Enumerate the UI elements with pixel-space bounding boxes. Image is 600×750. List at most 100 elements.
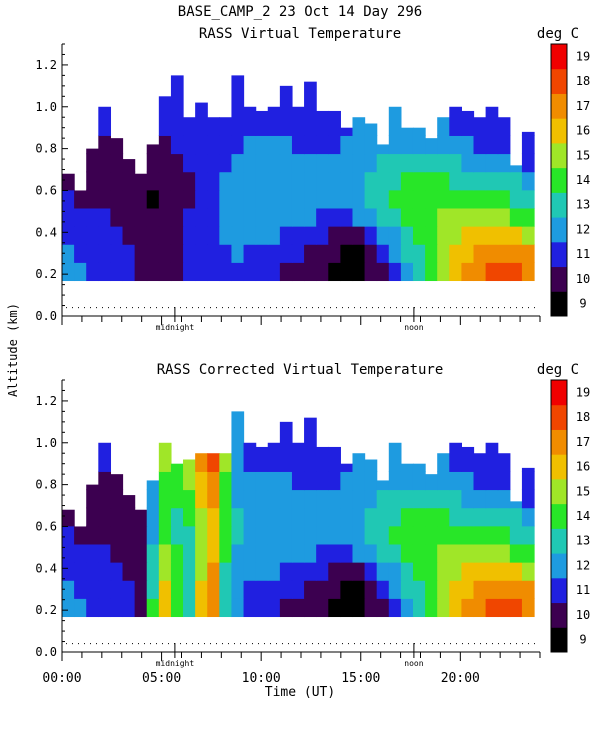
heatmap-cell — [425, 580, 438, 599]
heatmap-cell — [437, 507, 450, 527]
heatmap-cell — [485, 471, 499, 491]
heatmap-cell — [388, 489, 402, 509]
heatmap-cell — [267, 189, 281, 209]
heatmap-cell — [170, 489, 184, 509]
panel-title: RASS Virtual Temperature — [199, 26, 401, 42]
heatmap-cell — [183, 525, 196, 545]
colorbar-swatch — [551, 380, 567, 406]
heatmap-cell — [497, 471, 511, 491]
heatmap-cell — [243, 226, 257, 245]
heatmap-cell — [521, 562, 535, 581]
heatmap-cell — [316, 525, 329, 545]
heatmap-cell — [170, 598, 184, 618]
heatmap-cell — [146, 598, 160, 618]
y-tick-label: 1.2 — [35, 58, 57, 72]
heatmap-cell — [134, 226, 148, 245]
heatmap-cell — [255, 135, 269, 155]
heatmap-cell — [243, 489, 257, 509]
heatmap-cell — [412, 135, 426, 155]
heatmap-cell — [509, 165, 523, 173]
heatmap-cell — [243, 106, 257, 136]
heatmap-cell — [267, 244, 281, 263]
heatmap-cell — [231, 135, 245, 155]
heatmap-cell — [388, 262, 402, 282]
heatmap-cell — [412, 543, 426, 563]
y-tick-label: 0.6 — [35, 184, 57, 198]
heatmap-cell — [291, 262, 305, 282]
heatmap-cell — [521, 131, 535, 136]
heatmap-cell — [352, 171, 366, 191]
heatmap-cell — [485, 525, 499, 545]
heatmap-cell — [170, 244, 184, 263]
heatmap-cell — [231, 171, 245, 191]
heatmap-cell — [267, 442, 281, 472]
heatmap-cell — [207, 135, 220, 155]
marker-label: midnight — [156, 659, 195, 668]
heatmap-cell — [352, 598, 366, 618]
heatmap-cell — [291, 525, 305, 545]
heatmap-cell — [74, 244, 87, 263]
heatmap-cell — [521, 580, 535, 599]
heatmap-cell — [316, 262, 329, 282]
heatmap-cell — [364, 244, 378, 263]
heatmap-cell — [231, 507, 245, 527]
heatmap-cell — [400, 127, 414, 136]
heatmap-cell — [158, 207, 172, 227]
heatmap-cell — [170, 580, 184, 599]
heatmap-cell — [98, 543, 112, 563]
heatmap-cell — [279, 262, 293, 282]
heatmap-cell — [509, 525, 523, 545]
heatmap-cell — [110, 507, 124, 527]
y-tick-label: 0.2 — [35, 267, 57, 281]
heatmap-cell — [304, 598, 317, 618]
heatmap-cell — [412, 507, 426, 527]
heatmap-cell — [473, 207, 487, 227]
heatmap-cell — [219, 244, 233, 263]
heatmap-cell — [98, 226, 112, 245]
heatmap-cell — [219, 598, 233, 618]
heatmap-cell — [255, 543, 269, 563]
heatmap-cell — [183, 580, 196, 599]
heatmap-cell — [376, 480, 390, 491]
heatmap-cell — [316, 226, 329, 245]
heatmap-cell — [122, 562, 136, 581]
heatmap-cell — [316, 189, 329, 209]
heatmap-cell — [146, 562, 160, 581]
heatmap-cell — [328, 580, 341, 599]
heatmap-cell — [98, 442, 112, 472]
heatmap-cell — [86, 244, 99, 263]
heatmap-cell — [158, 580, 172, 599]
heatmap-cell — [267, 106, 281, 136]
heatmap-cell — [279, 207, 293, 227]
heatmap-cell — [255, 171, 269, 191]
heatmap-cell — [521, 507, 535, 527]
heatmap-cell — [364, 207, 378, 227]
heatmap-cell — [449, 525, 462, 545]
heatmap-cell — [473, 244, 487, 263]
heatmap-cell — [134, 244, 148, 263]
heatmap-cell — [195, 135, 208, 155]
heatmap-cell — [231, 207, 245, 227]
colorbar-swatch — [551, 454, 567, 480]
colorbar-swatch — [551, 404, 567, 430]
colorbar-label: 12 — [576, 223, 590, 237]
marker-label: midnight — [156, 323, 195, 332]
heatmap-cell — [243, 471, 257, 491]
heatmap-cell — [122, 244, 136, 263]
heatmap-cell — [437, 580, 450, 599]
heatmap-cell — [146, 153, 160, 173]
heatmap-cell — [122, 543, 136, 563]
heatmap-cell — [400, 226, 414, 245]
heatmap-cell — [219, 525, 233, 545]
heatmap-cell — [388, 471, 402, 491]
heatmap-cell — [207, 153, 220, 173]
heatmap-cell — [449, 507, 462, 527]
colorbar-swatch — [551, 93, 567, 119]
heatmap-cell — [146, 144, 160, 155]
plot-area — [62, 411, 535, 618]
heatmap-cell — [509, 501, 523, 509]
heatmap-cell — [207, 189, 220, 209]
heatmap-cell — [376, 562, 390, 581]
heatmap-cell — [158, 598, 172, 618]
heatmap-cell — [473, 171, 487, 191]
